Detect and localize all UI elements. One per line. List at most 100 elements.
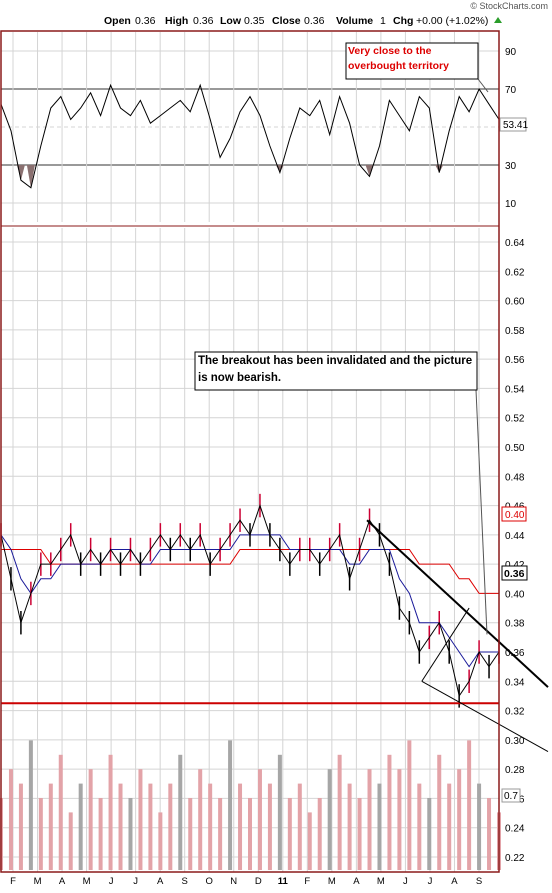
price-annotation: The breakout has been invalidated and th… [198,355,473,384]
volume-bar [297,783,302,870]
volume-bar [198,769,203,870]
x-tick-label: A [157,876,164,887]
x-tick-label: N [230,876,237,887]
rsi-annotation-text: Very close to the overbought territory [348,45,449,72]
price-tick-label: 0.50 [505,443,525,454]
rsi-oversold-fill [435,165,444,173]
x-tick-label: M [83,876,91,887]
watermark: © StockCharts.com [470,1,548,11]
ma-badge: 0.40 [505,510,525,521]
volume-bar [218,798,223,870]
volume-bar [387,754,392,870]
volume-bar [327,769,332,870]
volume-bar [238,783,243,870]
price-series [0,493,500,708]
volume-bar [267,783,272,870]
x-tick-label: O [206,876,213,887]
rsi-tick-label: 90 [505,47,517,58]
price-tick-label: 0.48 [505,472,525,483]
price-annotation-box [194,351,478,391]
volume-bar [377,783,382,870]
high-value: 0.36 [193,15,214,27]
volume-bar [138,769,143,870]
volume-bar [317,798,322,870]
rsi-annotation-pointer [477,78,489,93]
overlays [1,78,549,753]
volume-bar [427,798,432,870]
volume-bar [367,769,372,870]
volume-label: Volume [336,15,373,27]
x-tick-label: A [451,876,458,887]
x-tick-label: J [403,876,408,887]
volume-bar [188,798,193,870]
volume-badge-box [501,788,521,803]
volume-bar [178,754,183,870]
price-annotation-pointer [475,389,488,635]
volume-bars [0,740,501,870]
price-tick-label: 0.60 [505,297,525,308]
price-annotation-text: The breakout has been invalidated and th… [198,355,473,384]
chg-value: +0.00 (+1.02%) [416,15,488,27]
x-tick-label: S [182,876,188,887]
price-tick-label: 0.28 [505,765,525,776]
price-line [0,504,500,698]
volume-bar [88,769,93,870]
open-label: Open [104,15,131,27]
volume-bar [128,798,133,870]
rsi-tick-label: 30 [505,161,517,172]
volume-bar [447,783,452,870]
x-tick-label: A [353,876,360,887]
volume-bar [467,740,472,870]
rsi-oversold-fill [365,165,374,177]
x-tick-label: M [377,876,385,887]
plot-frame [0,30,500,873]
x-tick-label: J [109,876,114,887]
x-tick-label: D [255,876,262,887]
rsi-annotation: Very close to the overbought territory [348,45,449,72]
rsi-tick-label: 70 [505,85,517,96]
volume-bar [68,812,73,870]
volume-bar [487,798,492,870]
x-tick-label: J [428,876,433,887]
volume-bar [28,740,33,870]
chg-up-arrow-icon [494,17,502,23]
volume-bar [158,812,163,870]
price-tick-label: 0.54 [505,384,525,395]
close-value: 0.36 [304,15,325,27]
volume-bar [477,783,482,870]
price-tick-label: 0.30 [505,736,525,747]
rsi-value-badge: 53.41 [503,120,528,131]
price-tick-label: 0.44 [505,531,525,542]
volume-bar [148,783,153,870]
low-value: 0.35 [244,15,265,27]
x-tick-label: F [304,876,310,887]
price-tick-label: 0.52 [505,414,525,425]
x-tick-label: M [328,876,336,887]
volume-value: 1 [380,15,386,27]
volume-bar [277,754,282,870]
price-tick-label: 0.40 [505,589,525,600]
high-label: High [165,15,188,27]
volume-bar [397,769,402,870]
price-tick-label: 0.22 [505,853,525,864]
rsi-line [0,83,500,189]
volume-bar [98,798,103,870]
ma-badge-box [501,506,527,522]
volume-bar [248,798,252,870]
volume-bar [337,754,342,870]
x-tick-label: 11 [278,876,289,887]
price-tick-label: 0.56 [505,355,525,366]
quote-header: Open 0.36 High 0.36 Low 0.35 Close 0.36 … [104,15,488,27]
volume-bar [208,783,213,870]
rsi-value-badge-box [499,117,527,132]
chg-label: Chg [393,15,413,27]
rsi-oversold-fill [26,165,35,188]
x-tick-label: F [10,876,16,887]
volume-bar [48,783,53,870]
price-tick-label: 0.32 [505,707,525,718]
volume-bar [407,740,412,870]
volume-bar [8,769,13,870]
rsi-annotation-box [345,42,479,80]
volume-bar [168,783,173,870]
